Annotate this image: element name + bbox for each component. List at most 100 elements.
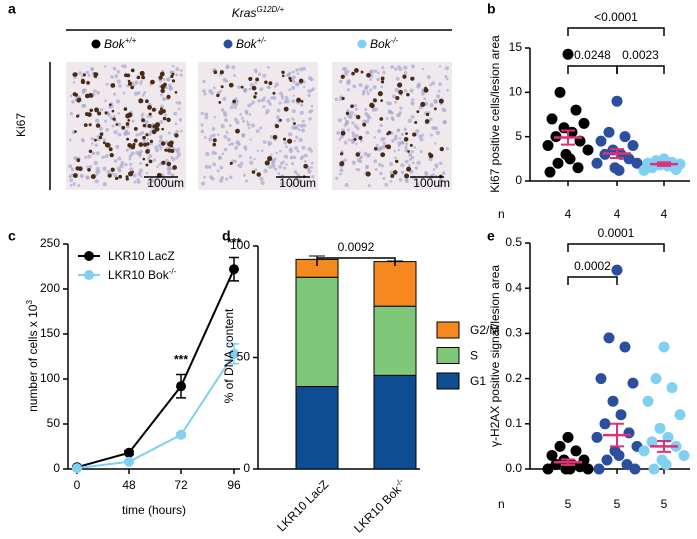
nucleus [102,166,107,171]
nucleus [299,156,304,160]
stained-nucleus [76,158,81,163]
nucleus [398,137,402,140]
stained-nucleus [141,75,146,80]
nucleus [414,166,419,170]
nucleus [175,73,179,77]
nucleus [398,177,403,182]
stained-nucleus [87,167,91,172]
nucleus [307,89,312,94]
data-point [660,458,672,470]
nucleus [93,160,98,166]
n-value: 4 [614,207,621,221]
nucleus [167,131,171,135]
nucleus [173,111,178,116]
nucleus [394,156,397,160]
nucleus [292,94,295,97]
nucleus [104,65,107,68]
nucleus [91,142,94,145]
nucleus [236,99,240,103]
stained-nucleus [264,160,270,166]
nucleus [410,64,415,69]
nucleus [291,70,295,74]
nucleus [150,178,155,183]
stained-nucleus [296,97,301,103]
nucleus [165,158,169,163]
nucleus [133,180,137,184]
nucleus [285,163,288,166]
nucleus [159,120,164,125]
stained-nucleus [125,122,130,126]
nucleus [158,135,163,139]
genotype-label: Bok+/- [236,36,267,52]
nucleus [366,90,369,93]
nucleus [365,119,370,124]
nucleus [379,123,383,127]
nucleus [177,147,181,151]
nucleus [136,91,141,95]
data-point [638,164,650,176]
data-point [554,86,566,98]
data-point [582,144,594,156]
nucleus [353,104,358,108]
data-point [603,126,615,138]
nucleus [358,159,363,164]
nucleus [141,93,145,97]
nucleus [426,75,431,80]
stained-nucleus [130,85,134,90]
y-tick-label: 0.0 [505,461,522,475]
stained-nucleus [142,123,147,128]
nucleus [219,165,224,170]
nucleus [109,116,114,120]
nucleus [281,160,285,164]
nucleus [393,149,396,153]
stained-nucleus [73,72,78,77]
nucleus [283,141,287,145]
stained-nucleus [162,116,167,121]
stained-nucleus [438,98,444,104]
nucleus [165,86,169,90]
nucleus [291,99,296,104]
stained-nucleus [171,72,175,76]
stained-nucleus [216,93,220,98]
nucleus [292,155,297,160]
nucleus [276,115,280,120]
nucleus [102,182,108,187]
nucleus [359,139,363,143]
nucleus [139,162,142,165]
nucleus [71,100,75,104]
nucleus [87,154,92,159]
nucleus [291,117,294,120]
nucleus [238,154,242,158]
stained-nucleus [127,81,133,86]
nucleus [94,179,99,184]
nucleus [283,154,289,159]
nucleus [224,177,229,181]
genotype-label: Bok+/+ [104,36,137,52]
data-point [613,164,625,176]
nucleus [216,169,220,173]
nucleus [346,109,350,113]
stained-nucleus [110,167,115,172]
nucleus [255,129,260,134]
nucleus [354,107,358,111]
nucleus [352,84,357,89]
nucleus [226,137,231,142]
stained-nucleus [126,137,130,141]
stained-nucleus [380,80,385,84]
nucleus [225,66,229,70]
nucleus [299,123,304,128]
data-point [595,373,607,385]
nucleus [339,98,342,101]
nucleus [104,99,107,103]
nucleus [410,115,415,119]
nucleus [343,116,347,120]
nucleus [124,129,129,133]
legend-label: G1 [470,374,486,388]
nucleus [373,69,378,73]
data-point [658,341,670,353]
nucleus [267,143,271,147]
nucleus [431,126,436,130]
y-axis-title: Ki67 positive cells/lesion area [488,35,502,193]
stained-nucleus [161,109,166,114]
stained-nucleus [404,173,410,179]
